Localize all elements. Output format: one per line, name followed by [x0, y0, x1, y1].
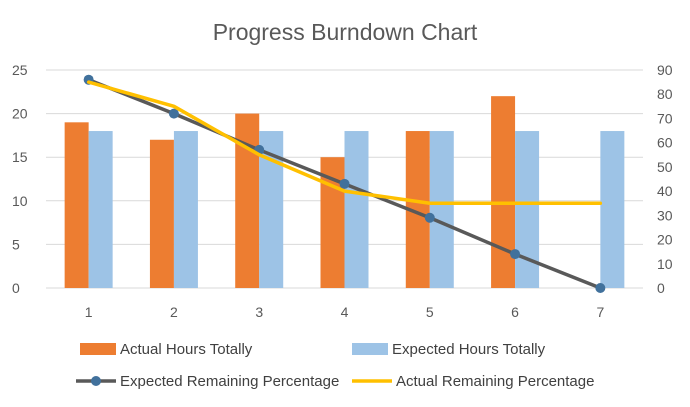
y-left-tick-label: 25	[12, 62, 28, 78]
x-tick-label: 6	[511, 304, 519, 320]
legend-expected-remaining-marker	[91, 376, 101, 386]
x-tick-label: 2	[170, 304, 178, 320]
y-right-tick-label: 40	[657, 183, 673, 199]
bar-expected-hours	[344, 131, 369, 288]
axes: 0 5 10 15 20 25 0 10 20 30 40 50 60 70 80 90 1 2 3 4 5 6 7	[12, 62, 673, 320]
y-right-tick-label: 10	[657, 256, 673, 272]
legend: Actual Hours Totally Expected Hours Total…	[76, 341, 594, 390]
y-left-tick-label: 5	[12, 236, 20, 252]
actual-remaining-line	[86, 80, 603, 205]
legend-expected-hours-label: Expected Hours Totally	[392, 341, 546, 358]
expected-remaining-point	[339, 178, 350, 189]
legend-actual-hours-swatch	[80, 343, 116, 355]
y-left-tick-label: 0	[12, 280, 20, 296]
y-left-tick-label: 10	[12, 193, 28, 209]
y-right-tick-label: 20	[657, 232, 673, 248]
x-tick-label: 1	[85, 304, 93, 320]
x-tick-label: 4	[341, 304, 349, 320]
y-right-tick-label: 90	[657, 62, 673, 78]
y-right-tick-label: 30	[657, 207, 673, 223]
x-tick-label: 5	[426, 304, 434, 320]
y-right-tick-label: 70	[657, 110, 673, 126]
bar-expected-hours	[429, 131, 454, 288]
x-tick-label: 7	[596, 304, 604, 320]
y-right-tick-label: 60	[657, 135, 673, 151]
legend-expected-hours-swatch	[352, 343, 388, 355]
bar-expected-hours	[515, 131, 540, 288]
legend-expected-remaining-label: Expected Remaining Percentage	[120, 373, 339, 390]
y-right-tick-label: 80	[657, 86, 673, 102]
bar-actual-hours	[64, 122, 89, 288]
bars	[64, 96, 625, 288]
lines	[83, 74, 606, 293]
y-right-tick-label: 50	[657, 159, 673, 175]
legend-actual-remaining-label: Actual Remaining Percentage	[396, 373, 594, 390]
expected-remaining-point	[168, 108, 179, 119]
bar-expected-hours	[600, 131, 625, 288]
y-right-tick-label: 0	[657, 280, 665, 296]
expected-remaining-point	[424, 212, 435, 223]
bar-actual-hours	[491, 96, 516, 288]
bar-expected-hours	[173, 131, 198, 288]
expected-remaining-point	[595, 283, 606, 293]
expected-remaining-point	[510, 249, 521, 260]
y-left-tick-label: 15	[12, 149, 28, 165]
chart-title: Progress Burndown Chart	[213, 19, 478, 45]
bar-actual-hours	[149, 139, 174, 288]
y-left-tick-label: 20	[12, 106, 28, 122]
legend-actual-hours-label: Actual Hours Totally	[120, 341, 253, 358]
x-tick-label: 3	[255, 304, 263, 320]
bar-expected-hours	[88, 131, 113, 288]
